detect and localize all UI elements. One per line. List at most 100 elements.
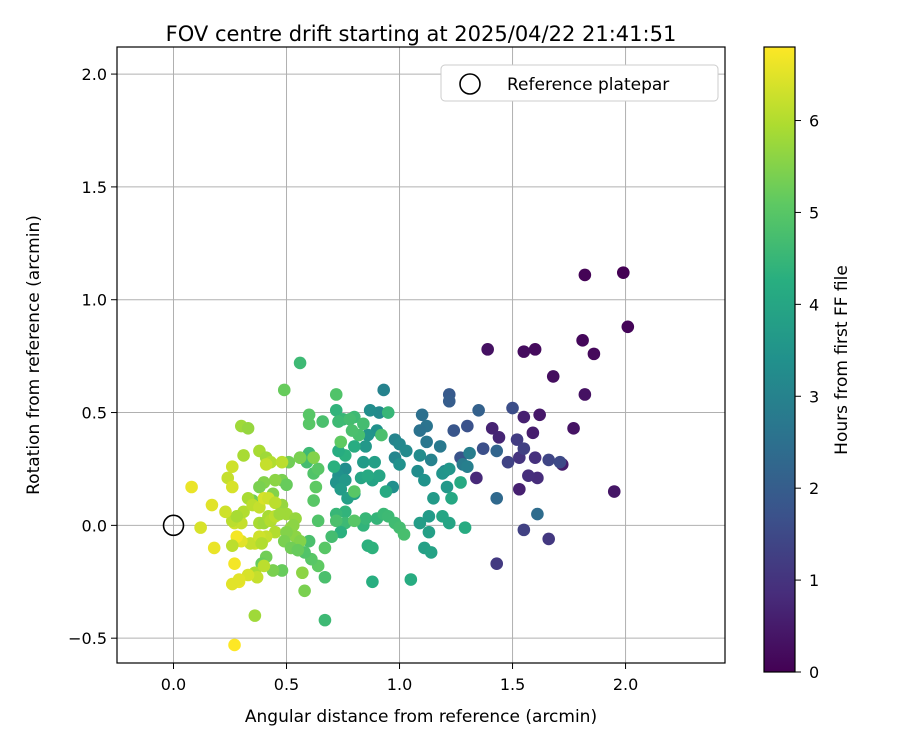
data-point [319,571,332,584]
data-point [518,524,531,537]
data-point [310,481,323,494]
x-axis-label: Angular distance from reference (arcmin) [245,707,597,727]
data-point [348,515,361,528]
data-point [608,485,621,498]
data-point [348,485,361,498]
x-tick-label: 2.0 [613,675,638,694]
data-point [425,454,438,467]
data-point [294,451,307,464]
data-point [269,496,282,509]
x-tick-label: 1.5 [500,675,525,694]
grid [117,47,725,663]
data-point [319,614,332,627]
legend: Reference platepar [441,65,718,101]
x-tick-label: 1.0 [387,675,412,694]
data-point [330,515,343,528]
data-point [447,424,460,437]
data-point [312,463,325,476]
data-point [617,266,630,279]
data-point [375,429,388,442]
data-point [470,472,483,485]
data-point [477,442,490,455]
data-point [529,343,542,356]
data-point [194,521,207,534]
x-ticks: 0.0 0.5 1.0 1.5 2.0 [161,663,638,694]
data-point [312,515,325,528]
data-point [441,481,454,494]
data-point [588,348,601,361]
colorbar-tick-label: 1 [809,571,819,590]
chart-title: FOV centre drift starting at 2025/04/22 … [166,22,677,46]
data-point [228,639,241,652]
chart: FOV centre drift starting at 2025/04/22 … [0,0,900,750]
y-tick-label: 2.0 [82,65,107,84]
data-point [434,440,447,453]
data-point [423,526,436,539]
data-point [518,345,531,358]
data-point [316,415,329,428]
data-point [506,402,519,415]
y-tick-label: 1.0 [82,291,107,310]
data-point [533,408,546,421]
data-point [461,460,474,473]
data-point [414,424,427,437]
data-point [481,343,494,356]
colorbar-tick-label: 4 [809,295,819,314]
data-point [454,476,467,489]
data-point [579,388,592,401]
data-point [416,408,429,421]
data-point [185,481,198,494]
data-point [461,420,474,433]
data-point [346,424,359,437]
data-point [427,492,440,505]
data-point [380,485,393,498]
legend-label: Reference platepar [507,75,669,95]
data-point [418,474,431,487]
data-point [490,557,503,570]
data-point [393,458,406,471]
data-point [359,440,372,453]
data-point [542,533,555,546]
data-point [400,445,413,458]
data-point [459,521,472,534]
x-tick-label: 0.0 [161,675,186,694]
data-point [319,542,332,555]
data-point [542,454,555,467]
data-point [362,469,375,482]
data-point [334,436,347,449]
data-point [567,422,580,435]
data-point [230,510,243,523]
y-axis-label: Rotation from reference (arcmin) [24,215,44,495]
data-point [527,427,540,440]
data-point [490,445,503,458]
data-point [366,575,379,588]
data-point [414,517,427,530]
y-ticks: −0.50.00.51.01.52.0 [68,65,117,648]
data-point [472,404,485,417]
data-point [436,510,449,523]
data-point [298,584,311,597]
data-point [307,494,320,507]
data-point [226,481,239,494]
data-point [377,384,390,397]
data-point [325,530,338,543]
data-point [382,406,395,419]
data-point [522,469,535,482]
x-tick-label: 0.5 [274,675,299,694]
data-point [255,537,268,550]
colorbar-tick-label: 0 [809,663,819,682]
data-point [405,573,418,586]
y-tick-label: 1.5 [82,178,107,197]
data-point [518,411,531,424]
data-point [258,560,271,573]
data-point [443,395,456,408]
colorbar-tick-label: 2 [809,479,819,498]
colorbar-tick-label: 6 [809,112,819,131]
data-point [622,320,635,333]
data-point [219,506,232,519]
data-point [366,542,379,555]
data-point [253,481,266,494]
scatter-points [185,266,634,651]
data-point [242,422,255,435]
data-point [368,456,381,469]
